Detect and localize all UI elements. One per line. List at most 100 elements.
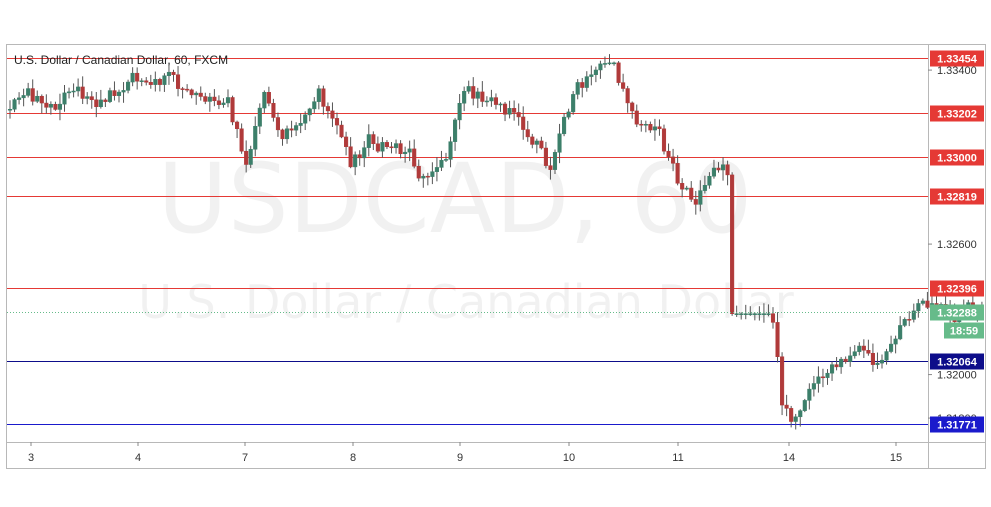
candle-down	[212, 96, 217, 102]
candle-up	[584, 76, 589, 88]
candle-down	[412, 148, 417, 167]
level-label: 1.31771	[937, 420, 977, 432]
x-tick-label: 4	[135, 452, 141, 464]
candle-up	[475, 91, 480, 99]
candle-up	[253, 126, 258, 150]
candle-up	[85, 96, 90, 99]
candle-up	[303, 114, 308, 124]
candle-up	[194, 92, 199, 96]
candle-down	[775, 322, 780, 357]
candle-down	[371, 134, 376, 144]
candle-up	[439, 159, 444, 168]
candle-up	[62, 92, 67, 105]
candle-down	[135, 72, 140, 82]
candle-down	[866, 350, 871, 354]
candle-up	[130, 72, 135, 83]
candle-down	[94, 99, 99, 108]
candle-up	[139, 80, 144, 82]
candle-down	[271, 103, 276, 118]
candle-up	[884, 351, 889, 361]
candle-down	[780, 356, 785, 406]
candle-up	[153, 79, 158, 85]
candle-up	[743, 313, 748, 315]
candle-up	[557, 133, 562, 153]
candle-down	[321, 88, 326, 107]
candle-down	[493, 97, 499, 105]
candle-down	[530, 136, 535, 145]
candle-up	[407, 148, 412, 153]
candle-down	[843, 358, 848, 362]
candle-down	[112, 90, 117, 96]
candle-down	[725, 164, 730, 176]
candle-up	[552, 152, 558, 170]
candle-down	[671, 156, 676, 164]
candle-down	[375, 143, 380, 152]
candle-up	[248, 149, 253, 165]
candle-up	[720, 164, 726, 171]
candle-up	[116, 91, 122, 96]
candle-down	[666, 150, 671, 158]
candle-down	[480, 91, 485, 102]
level-label: 1.32396	[937, 284, 977, 296]
candle-up	[739, 313, 744, 315]
candle-down	[389, 146, 394, 149]
candle-up	[825, 372, 830, 378]
candle-up	[366, 134, 371, 148]
candle-down	[502, 103, 508, 115]
candle-up	[262, 92, 267, 109]
candle-up	[430, 171, 435, 177]
candle-down	[80, 86, 85, 99]
candle-down	[675, 163, 680, 184]
candle-up	[793, 416, 798, 422]
candle-down	[425, 175, 430, 178]
candle-up	[566, 111, 571, 118]
candle-up	[575, 82, 580, 95]
candle-up	[466, 86, 471, 92]
candle-down	[689, 187, 694, 200]
candle-up	[434, 167, 439, 172]
candle-down	[185, 88, 190, 91]
level-label-box	[930, 50, 984, 67]
candle-up	[66, 91, 72, 94]
candle-down	[398, 143, 403, 155]
candle-down	[730, 174, 735, 314]
candle-up	[48, 103, 53, 108]
candle-down	[580, 82, 585, 88]
candle-down	[39, 95, 44, 104]
level-label-box	[930, 280, 984, 297]
candle-up	[166, 71, 172, 76]
candle-down	[325, 106, 330, 112]
candle-up	[484, 100, 489, 103]
level-label-box	[930, 188, 984, 205]
candle-up	[76, 86, 81, 92]
candle-down	[148, 82, 153, 85]
candle-down	[548, 165, 553, 170]
candle-up	[498, 103, 503, 106]
countdown-label: 18:59	[950, 326, 978, 338]
candle-down	[280, 129, 285, 140]
candle-up	[920, 300, 925, 304]
candle-up	[802, 400, 807, 411]
candle-up	[807, 388, 812, 401]
candle-up	[462, 91, 467, 104]
candle-down	[416, 165, 421, 179]
candle-down	[30, 88, 35, 102]
candle-up	[698, 190, 703, 205]
candle-down	[693, 199, 698, 205]
candle-down	[770, 313, 776, 323]
level-label: 1.33454	[937, 54, 978, 66]
x-tick-label: 11	[672, 452, 683, 464]
y-tick-label: 1.32600	[937, 239, 977, 251]
candle-up	[17, 97, 22, 100]
candle-down	[348, 146, 353, 168]
candle-down	[630, 102, 635, 112]
candle-down	[339, 124, 344, 138]
candle-up	[257, 107, 262, 127]
candle-up	[902, 319, 907, 326]
candle-up	[35, 95, 40, 102]
candle-up	[684, 187, 689, 190]
x-tick-label: 3	[28, 452, 34, 464]
candle-down	[235, 121, 240, 130]
